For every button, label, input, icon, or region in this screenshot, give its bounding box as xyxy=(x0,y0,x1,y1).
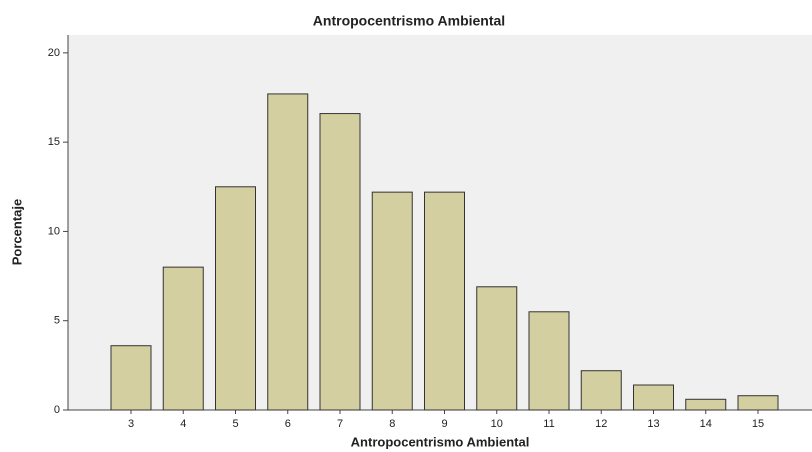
x-tick-label: 5 xyxy=(232,418,238,430)
x-tick-label: 10 xyxy=(491,418,503,430)
x-tick-label: 7 xyxy=(337,418,343,430)
bar xyxy=(476,286,518,411)
x-tick-label: 6 xyxy=(285,418,291,430)
x-tick-label: 12 xyxy=(595,418,607,430)
x-tick-label: 8 xyxy=(389,418,395,430)
bar xyxy=(528,311,570,411)
x-tick-label: 4 xyxy=(180,418,186,430)
x-tick-label: 14 xyxy=(700,418,712,430)
bar xyxy=(633,384,674,411)
bar xyxy=(737,395,779,411)
y-tick-label: 15 xyxy=(48,136,60,148)
x-tick-label: 11 xyxy=(543,418,554,430)
y-tick-label: 5 xyxy=(54,315,60,327)
bar xyxy=(319,113,361,411)
bar xyxy=(685,398,727,411)
y-tick-label: 0 xyxy=(54,404,60,416)
chart-title: Antropocentrismo Ambiental xyxy=(313,13,505,29)
bar xyxy=(580,370,622,411)
bar xyxy=(215,186,256,411)
x-tick-label: 15 xyxy=(752,418,764,430)
bar xyxy=(162,266,204,411)
y-axis-title: Porcentaje xyxy=(9,199,24,265)
bar xyxy=(424,191,465,411)
x-tick-label: 3 xyxy=(128,418,134,430)
y-tick-label: 20 xyxy=(48,47,60,59)
bar xyxy=(267,93,309,411)
x-tick-label: 13 xyxy=(647,418,659,430)
x-tick-label: 9 xyxy=(441,418,447,430)
x-axis-title: Antropocentrismo Ambiental xyxy=(351,434,530,449)
bar xyxy=(110,345,152,411)
bar xyxy=(371,191,413,411)
y-tick-label: 10 xyxy=(48,225,60,237)
